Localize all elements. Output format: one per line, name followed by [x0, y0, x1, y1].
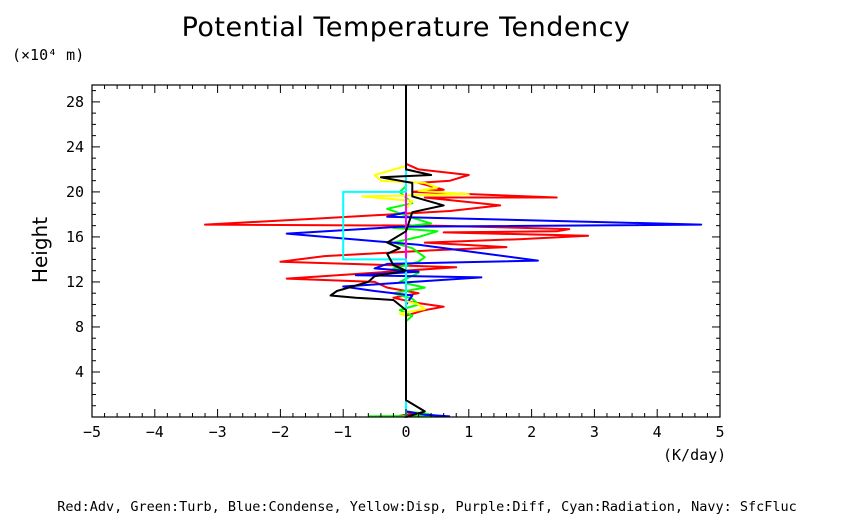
x-tick-label: 4: [653, 423, 662, 441]
legend-caption: Red:Adv, Green:Turb, Blue:Condense, Yell…: [57, 499, 797, 515]
chart-title: Potential Temperature Tendency: [181, 12, 631, 43]
y-tick-label: 28: [66, 93, 84, 111]
y-tick-label: 24: [66, 138, 84, 156]
series-line-1: [204, 90, 590, 418]
x-tick-label: 0: [401, 423, 410, 441]
y-tick-label: 8: [75, 318, 84, 336]
y-tick-label: 4: [75, 363, 84, 381]
series-line-6: [342, 90, 407, 417]
x-tick-label: 5: [715, 423, 724, 441]
series-layer: [204, 85, 703, 418]
x-tick-label: −2: [271, 423, 289, 441]
y-tick-label: 16: [66, 228, 84, 246]
y-axis-unit-label: (×10⁴ m): [12, 46, 85, 64]
x-tick-label: −1: [334, 423, 352, 441]
y-tick-label: 12: [66, 273, 84, 291]
y-tick-label: 20: [66, 183, 84, 201]
x-tick-label: −4: [146, 423, 164, 441]
series-line-7: [329, 85, 445, 418]
x-tick-label: 3: [590, 423, 599, 441]
x-axis-unit-label: (K/day): [663, 446, 727, 464]
x-tick-label: −5: [83, 423, 101, 441]
series-line-4: [361, 90, 470, 417]
x-tick-label: 2: [527, 423, 536, 441]
x-tick-label: 1: [464, 423, 473, 441]
x-tick-label: −3: [209, 423, 227, 441]
series-line-3: [285, 90, 703, 418]
